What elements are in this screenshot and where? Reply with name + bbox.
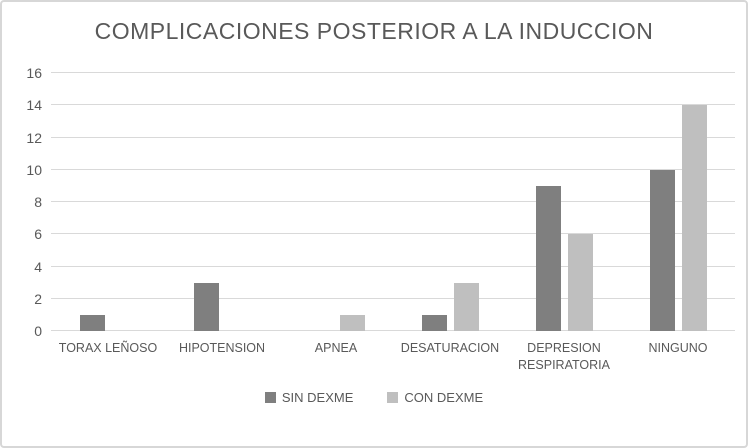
x-axis-labels: TORAX LEÑOSO HIPOTENSION APNEA DESATURACION… bbox=[51, 340, 735, 374]
x-category-label: TORAX LEÑOSO bbox=[58, 341, 158, 355]
legend-label: SIN DEXME bbox=[281, 389, 354, 405]
gridline bbox=[51, 265, 735, 267]
bar-group bbox=[165, 73, 279, 331]
gridline bbox=[51, 233, 735, 235]
gridline bbox=[51, 168, 735, 170]
y-tick-label: 14 bbox=[26, 97, 42, 114]
gridline bbox=[51, 72, 735, 73]
bar bbox=[453, 282, 479, 331]
bar-group bbox=[51, 73, 165, 331]
bar bbox=[535, 185, 561, 331]
bar bbox=[339, 314, 365, 331]
gridline bbox=[51, 136, 735, 138]
bar-groups bbox=[51, 73, 735, 331]
gridline bbox=[51, 201, 735, 202]
bar bbox=[567, 234, 593, 331]
x-category-label: DESATURACION bbox=[400, 341, 500, 355]
legend-label: CON DEXME bbox=[404, 389, 484, 405]
legend: SIN DEXME CON DEXME bbox=[2, 390, 746, 405]
legend-item: CON DEXME bbox=[387, 390, 483, 405]
y-axis: 0 2 4 6 8 10 12 14 16 bbox=[12, 66, 42, 338]
gridline bbox=[51, 330, 735, 331]
x-category-label: DEPRESION RESPIRATORIA bbox=[518, 341, 610, 372]
x-category-label: HIPOTENSION bbox=[178, 341, 266, 355]
y-tick-label: 12 bbox=[26, 129, 42, 146]
bar bbox=[79, 314, 105, 331]
bar bbox=[681, 105, 707, 331]
y-tick-label: 2 bbox=[34, 290, 42, 307]
plot-area bbox=[51, 72, 735, 331]
y-tick-label: 0 bbox=[34, 323, 42, 339]
gridline bbox=[51, 104, 735, 106]
chart-body: 0 2 4 6 8 10 12 14 16 bbox=[12, 66, 735, 338]
y-tick-label: 10 bbox=[26, 161, 42, 178]
bar-group bbox=[621, 73, 735, 331]
x-category-label: NINGUNO bbox=[648, 341, 708, 355]
y-tick-label: 8 bbox=[34, 194, 42, 210]
bar bbox=[193, 282, 219, 331]
legend-item: SIN DEXME bbox=[264, 389, 354, 405]
y-tick-label: 4 bbox=[34, 258, 42, 275]
bar-group bbox=[393, 73, 507, 331]
legend-swatch-icon bbox=[387, 391, 399, 403]
bar-group bbox=[279, 73, 393, 331]
y-tick-label: 6 bbox=[34, 226, 42, 243]
bar-group bbox=[507, 73, 621, 331]
bar bbox=[421, 314, 447, 331]
gridline bbox=[51, 297, 735, 299]
chart-title: COMPLICACIONES POSTERIOR A LA INDUCCION bbox=[94, 18, 654, 44]
legend-swatch-icon bbox=[264, 391, 276, 403]
x-category-label: APNEA bbox=[314, 341, 358, 355]
y-tick-label: 16 bbox=[26, 65, 42, 81]
bar bbox=[649, 169, 675, 331]
